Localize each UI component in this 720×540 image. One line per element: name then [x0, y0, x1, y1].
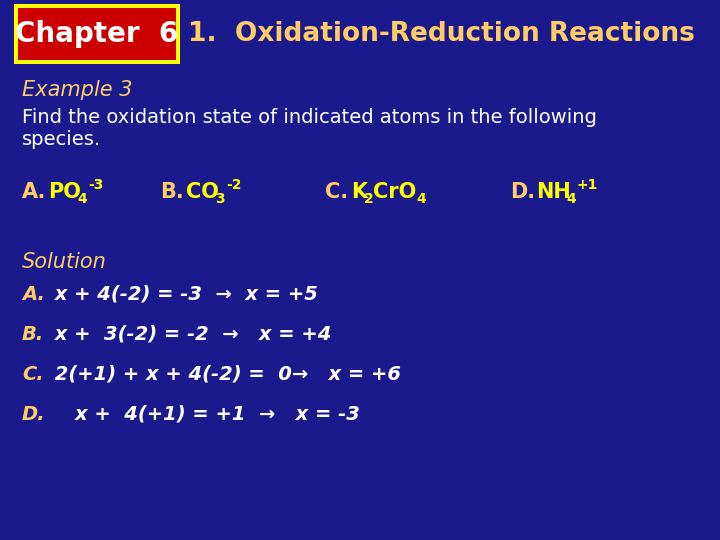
Text: PO: PO: [48, 182, 81, 202]
Text: B.: B.: [22, 325, 44, 344]
Text: 4: 4: [566, 192, 576, 206]
Text: 2(+1) + x + 4(-2) =  0→   x = +6: 2(+1) + x + 4(-2) = 0→ x = +6: [48, 365, 401, 384]
Text: Example 3: Example 3: [22, 80, 132, 100]
Text: x + 4(-2) = -3  →  x = +5: x + 4(-2) = -3 → x = +5: [48, 285, 318, 304]
Text: A.: A.: [22, 285, 45, 304]
FancyBboxPatch shape: [18, 8, 176, 60]
Text: Find the oxidation state of indicated atoms in the following
species.: Find the oxidation state of indicated at…: [22, 108, 597, 149]
Text: D.: D.: [22, 405, 45, 424]
Text: x +  3(-2) = -2  →   x = +4: x + 3(-2) = -2 → x = +4: [48, 325, 331, 344]
Text: Chapter  6: Chapter 6: [15, 20, 179, 48]
Text: -2: -2: [226, 178, 241, 192]
Text: +1: +1: [577, 178, 598, 192]
Text: 3: 3: [215, 192, 225, 206]
Text: Solution: Solution: [22, 252, 107, 272]
Text: 1.  Oxidation-Reduction Reactions: 1. Oxidation-Reduction Reactions: [188, 21, 695, 47]
Text: C.: C.: [22, 365, 44, 384]
Text: NH: NH: [536, 182, 571, 202]
Text: CO: CO: [186, 182, 219, 202]
Text: CrO: CrO: [373, 182, 416, 202]
Text: 4: 4: [77, 192, 86, 206]
Text: 2: 2: [364, 192, 374, 206]
Text: A.: A.: [22, 182, 46, 202]
Text: C.: C.: [325, 182, 348, 202]
Text: B.: B.: [160, 182, 184, 202]
Text: x +  4(+1) = +1  →   x = -3: x + 4(+1) = +1 → x = -3: [48, 405, 360, 424]
FancyBboxPatch shape: [14, 4, 180, 64]
Text: -3: -3: [88, 178, 104, 192]
Text: D.: D.: [510, 182, 535, 202]
Text: K: K: [351, 182, 367, 202]
Text: 4: 4: [416, 192, 426, 206]
